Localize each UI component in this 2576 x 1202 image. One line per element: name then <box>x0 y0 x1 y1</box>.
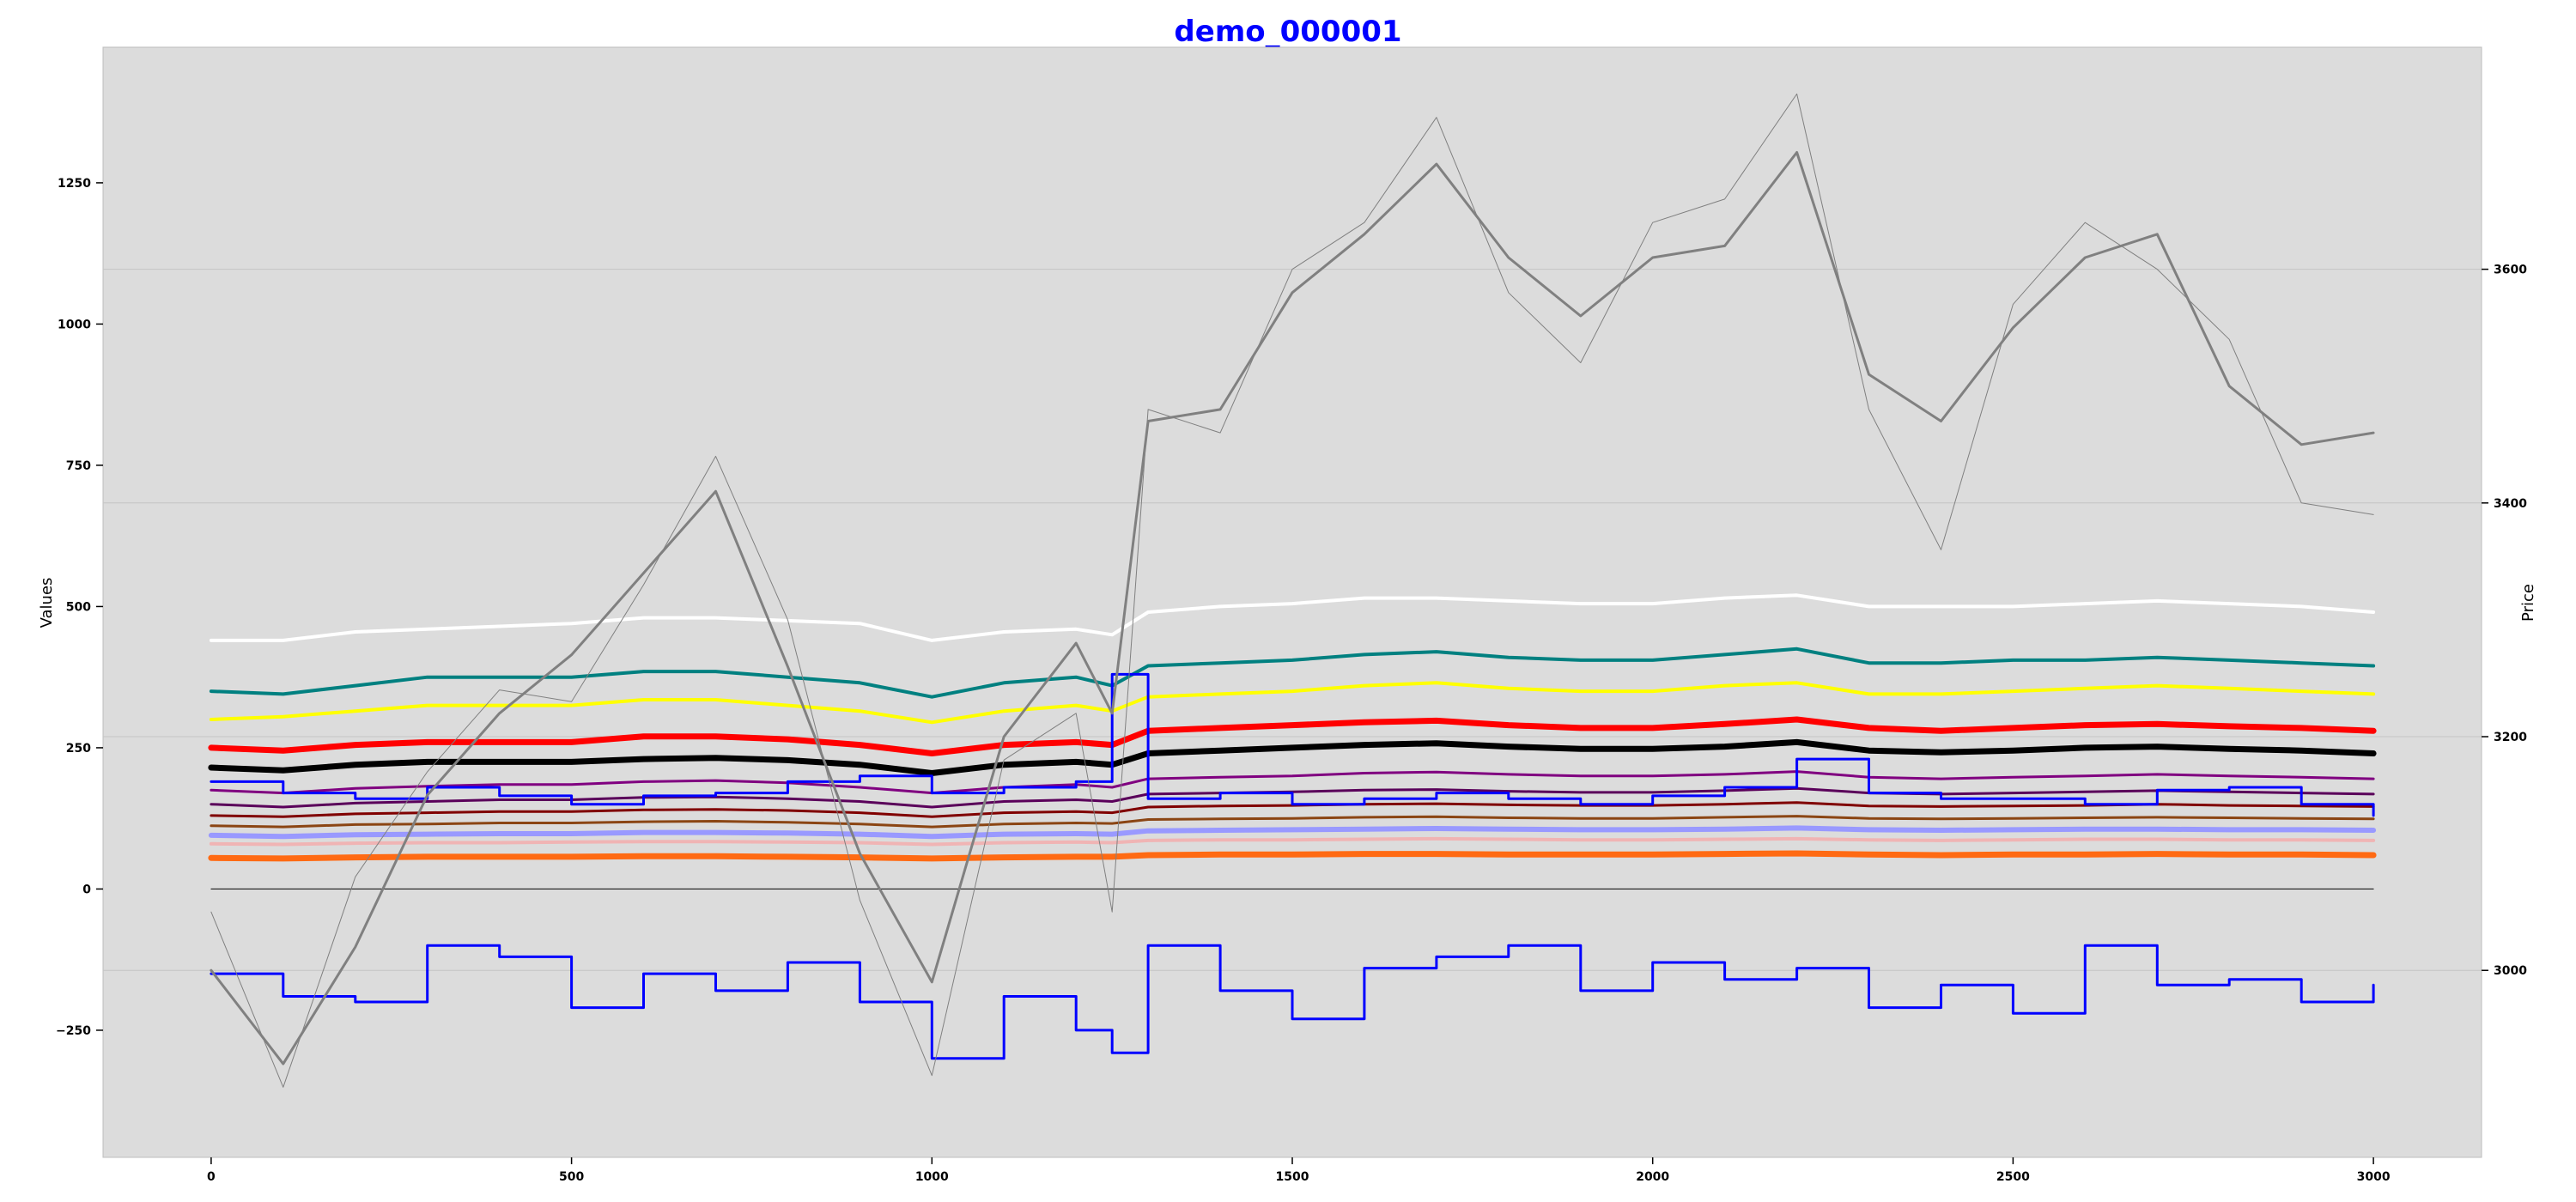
series-line-12 <box>208 850 2377 862</box>
y-right-tick-label: 3000 <box>2494 964 2527 978</box>
y-tick-label: 1250 <box>58 177 91 191</box>
y-tick-label: 0 <box>82 883 91 896</box>
y-right-tick-label: 3400 <box>2494 497 2527 511</box>
y-tick-label: 1000 <box>58 318 91 331</box>
series-layer <box>208 93 2377 1088</box>
x-tick-label: 1500 <box>1276 1170 1309 1184</box>
series-line-8 <box>210 801 2375 818</box>
series-line-5 <box>208 738 2377 776</box>
series-line-1 <box>209 593 2376 642</box>
y-tick-label: 750 <box>66 459 91 473</box>
series-line-4 <box>208 716 2377 756</box>
x-tick-label: 500 <box>559 1170 584 1184</box>
series-line-10 <box>208 825 2377 840</box>
chart-title: demo_000001 <box>1174 15 1401 49</box>
x-tick-label: 2000 <box>1636 1170 1669 1184</box>
x-tick-label: 2500 <box>1996 1170 2030 1184</box>
series-line-15 <box>210 944 2375 1060</box>
y-right-tick-label: 3600 <box>2494 264 2527 277</box>
x-tick-label: 0 <box>207 1170 216 1184</box>
y-axis-label: Values <box>38 578 56 628</box>
y-right-tick-label: 3200 <box>2494 731 2527 744</box>
y-tick-label: −250 <box>56 1024 91 1038</box>
y-axis-label-right: Price <box>2519 584 2537 622</box>
series-line-17 <box>210 93 2374 1088</box>
series-line-9 <box>210 815 2375 829</box>
y-tick-label: 250 <box>66 742 91 756</box>
series-line-6 <box>210 770 2375 795</box>
y-tick-label: 500 <box>66 600 91 614</box>
series-line-11 <box>209 836 2376 847</box>
series-line-3 <box>209 681 2376 725</box>
series-line-14 <box>210 672 2375 817</box>
x-tick-label: 1000 <box>915 1170 949 1184</box>
x-tick-label: 3000 <box>2357 1170 2391 1184</box>
series-line-2 <box>209 647 2376 699</box>
axes-layer: 0 500 1000 1500 2000 2500 3000 −250 0 250 500 750 10… <box>56 177 2527 1184</box>
